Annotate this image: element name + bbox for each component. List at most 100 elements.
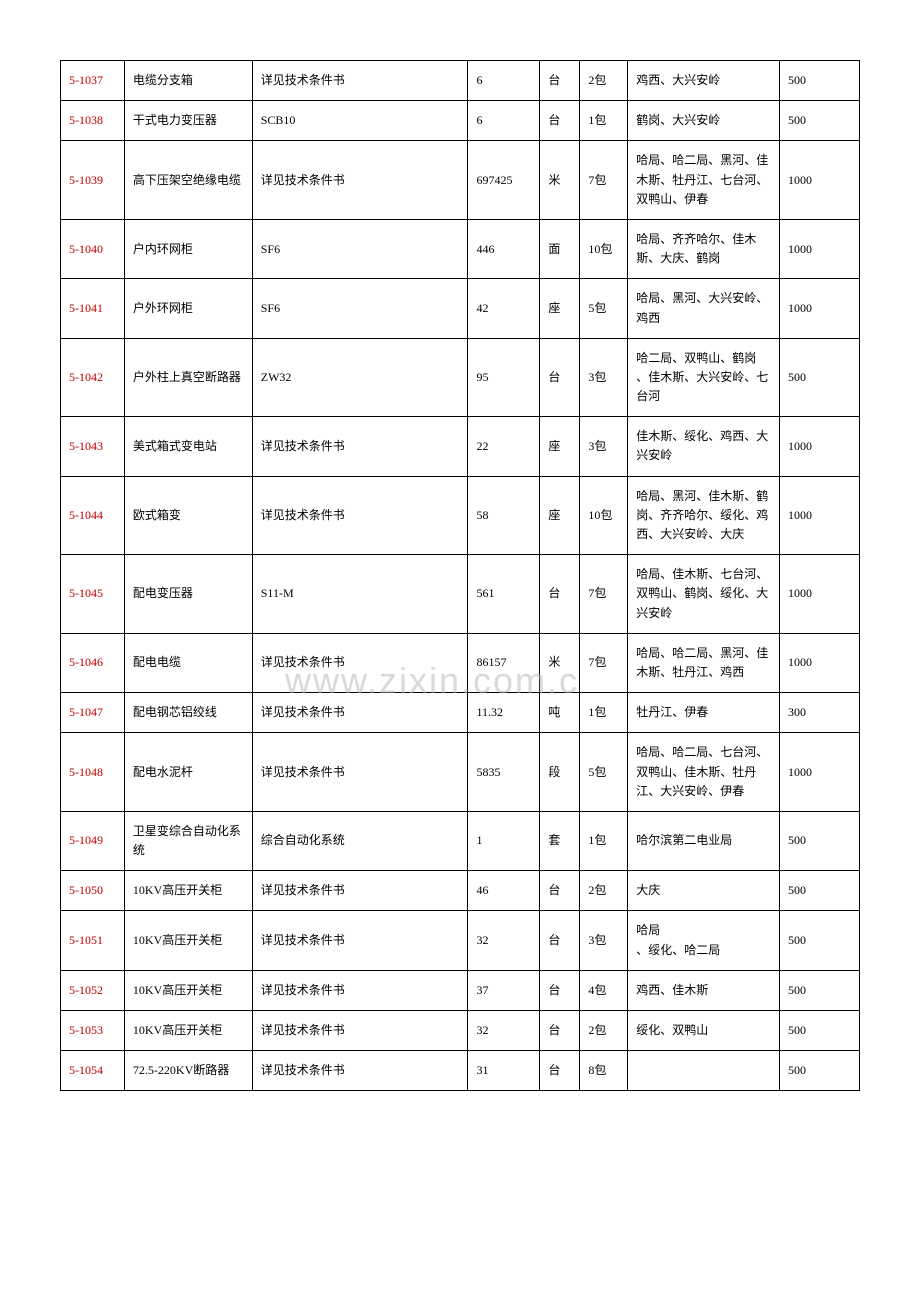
cell-name: 欧式箱变 xyxy=(124,476,252,555)
cell-num: 500 xyxy=(780,1011,860,1051)
table-row: 5-105472.5-220KV断路器详见技术条件书31台8包500 xyxy=(61,1051,860,1091)
cell-spec: SCB10 xyxy=(252,101,468,141)
table-row: 5-1047配电钢芯铝绞线详见技术条件书11.32吨1包牡丹江、伊春300 xyxy=(61,693,860,733)
cell-pkg: 8包 xyxy=(580,1051,628,1091)
cell-qty: 86157 xyxy=(468,633,540,692)
cell-id: 5-1047 xyxy=(61,693,125,733)
cell-qty: 42 xyxy=(468,279,540,338)
cell-pkg: 1包 xyxy=(580,101,628,141)
cell-name: 电缆分支箱 xyxy=(124,61,252,101)
page-wrap: www.zixin.com.c 5-1037电缆分支箱详见技术条件书6台2包鸡西… xyxy=(60,60,860,1091)
cell-id: 5-1053 xyxy=(61,1011,125,1051)
cell-id: 5-1042 xyxy=(61,338,125,417)
cell-unit: 台 xyxy=(540,101,580,141)
cell-pkg: 2包 xyxy=(580,61,628,101)
cell-unit: 台 xyxy=(540,911,580,970)
table-row: 5-1037电缆分支箱详见技术条件书6台2包鸡西、大兴安岭500 xyxy=(61,61,860,101)
cell-id: 5-1045 xyxy=(61,555,125,634)
equipment-table: 5-1037电缆分支箱详见技术条件书6台2包鸡西、大兴安岭5005-1038干式… xyxy=(60,60,860,1091)
cell-id: 5-1040 xyxy=(61,219,125,278)
cell-qty: 32 xyxy=(468,911,540,970)
cell-spec: 综合自动化系统 xyxy=(252,811,468,870)
cell-loc: 哈局、黑河、佳木斯、鹤岗、齐齐哈尔、绥化、鸡西、大兴安岭、大庆 xyxy=(628,476,780,555)
cell-id: 5-1039 xyxy=(61,141,125,220)
cell-spec: 详见技术条件书 xyxy=(252,1051,468,1091)
cell-num: 1000 xyxy=(780,141,860,220)
cell-qty: 446 xyxy=(468,219,540,278)
cell-spec: 详见技术条件书 xyxy=(252,141,468,220)
cell-qty: 11.32 xyxy=(468,693,540,733)
cell-loc: 大庆 xyxy=(628,871,780,911)
cell-num: 1000 xyxy=(780,476,860,555)
cell-name: 配电变压器 xyxy=(124,555,252,634)
cell-qty: 22 xyxy=(468,417,540,476)
cell-qty: 5835 xyxy=(468,733,540,812)
cell-num: 1000 xyxy=(780,219,860,278)
cell-qty: 58 xyxy=(468,476,540,555)
cell-num: 500 xyxy=(780,811,860,870)
cell-num: 1000 xyxy=(780,733,860,812)
cell-loc: 哈局、哈二局、七台河、双鸭山、佳木斯、牡丹江、大兴安岭、伊春 xyxy=(628,733,780,812)
cell-loc: 牡丹江、伊春 xyxy=(628,693,780,733)
cell-qty: 46 xyxy=(468,871,540,911)
cell-num: 500 xyxy=(780,101,860,141)
table-row: 5-1049卫星变综合自动化系统综合自动化系统1套1包哈尔滨第二电业局500 xyxy=(61,811,860,870)
cell-pkg: 5包 xyxy=(580,279,628,338)
cell-name: 干式电力变压器 xyxy=(124,101,252,141)
cell-qty: 95 xyxy=(468,338,540,417)
cell-spec: SF6 xyxy=(252,279,468,338)
cell-unit: 套 xyxy=(540,811,580,870)
table-row: 5-105110KV高压开关柜详见技术条件书32台3包哈局、绥化、哈二局500 xyxy=(61,911,860,970)
table-row: 5-1043美式箱式变电站详见技术条件书22座3包佳木斯、绥化、鸡西、大兴安岭1… xyxy=(61,417,860,476)
cell-unit: 台 xyxy=(540,61,580,101)
cell-spec: 详见技术条件书 xyxy=(252,633,468,692)
cell-name: 户外环网柜 xyxy=(124,279,252,338)
cell-loc: 佳木斯、绥化、鸡西、大兴安岭 xyxy=(628,417,780,476)
cell-loc: 哈局、齐齐哈尔、佳木斯、大庆、鹤岗 xyxy=(628,219,780,278)
cell-unit: 面 xyxy=(540,219,580,278)
cell-name: 高下压架空绝缘电缆 xyxy=(124,141,252,220)
cell-qty: 31 xyxy=(468,1051,540,1091)
table-row: 5-105310KV高压开关柜详见技术条件书32台2包绥化、双鸭山500 xyxy=(61,1011,860,1051)
cell-spec: SF6 xyxy=(252,219,468,278)
cell-num: 1000 xyxy=(780,279,860,338)
cell-pkg: 3包 xyxy=(580,417,628,476)
cell-name: 户外柱上真空断路器 xyxy=(124,338,252,417)
cell-unit: 台 xyxy=(540,555,580,634)
cell-spec: 详见技术条件书 xyxy=(252,911,468,970)
cell-num: 300 xyxy=(780,693,860,733)
cell-unit: 台 xyxy=(540,338,580,417)
table-row: 5-1041户外环网柜SF642座5包哈局、黑河、大兴安岭、鸡西1000 xyxy=(61,279,860,338)
table-row: 5-1044欧式箱变详见技术条件书58座10包哈局、黑河、佳木斯、鹤岗、齐齐哈尔… xyxy=(61,476,860,555)
cell-num: 1000 xyxy=(780,633,860,692)
cell-unit: 台 xyxy=(540,1011,580,1051)
cell-name: 配电电缆 xyxy=(124,633,252,692)
cell-pkg: 2包 xyxy=(580,1011,628,1051)
cell-id: 5-1049 xyxy=(61,811,125,870)
cell-pkg: 10包 xyxy=(580,219,628,278)
cell-name: 卫星变综合自动化系统 xyxy=(124,811,252,870)
table-row: 5-105010KV高压开关柜详见技术条件书46台2包 大庆500 xyxy=(61,871,860,911)
cell-id: 5-1038 xyxy=(61,101,125,141)
cell-loc: 哈局、黑河、大兴安岭、鸡西 xyxy=(628,279,780,338)
table-row: 5-1040户内环网柜SF6446面10包哈局、齐齐哈尔、佳木斯、大庆、鹤岗10… xyxy=(61,219,860,278)
cell-loc: 哈二局、双鸭山、鹤岗、佳木斯、大兴安岭、七台河 xyxy=(628,338,780,417)
cell-id: 5-1048 xyxy=(61,733,125,812)
cell-pkg: 3包 xyxy=(580,911,628,970)
cell-num: 500 xyxy=(780,61,860,101)
cell-spec: 详见技术条件书 xyxy=(252,693,468,733)
cell-qty: 1 xyxy=(468,811,540,870)
cell-num: 500 xyxy=(780,1051,860,1091)
cell-qty: 37 xyxy=(468,970,540,1010)
table-row: 5-105210KV高压开关柜详见技术条件书37台4包鸡西、佳木斯500 xyxy=(61,970,860,1010)
table-row: 5-1039高下压架空绝缘电缆详见技术条件书697425米7包哈局、哈二局、黑河… xyxy=(61,141,860,220)
cell-name: 户内环网柜 xyxy=(124,219,252,278)
cell-id: 5-1037 xyxy=(61,61,125,101)
table-row: 5-1048配电水泥杆详见技术条件书5835段5包哈局、哈二局、七台河、双鸭山、… xyxy=(61,733,860,812)
cell-pkg: 1包 xyxy=(580,811,628,870)
cell-pkg: 7包 xyxy=(580,633,628,692)
cell-loc: 哈局、哈二局、黑河、佳木斯、牡丹江、鸡西 xyxy=(628,633,780,692)
cell-spec: S11-M xyxy=(252,555,468,634)
cell-loc: 哈尔滨第二电业局 xyxy=(628,811,780,870)
cell-loc: 绥化、双鸭山 xyxy=(628,1011,780,1051)
